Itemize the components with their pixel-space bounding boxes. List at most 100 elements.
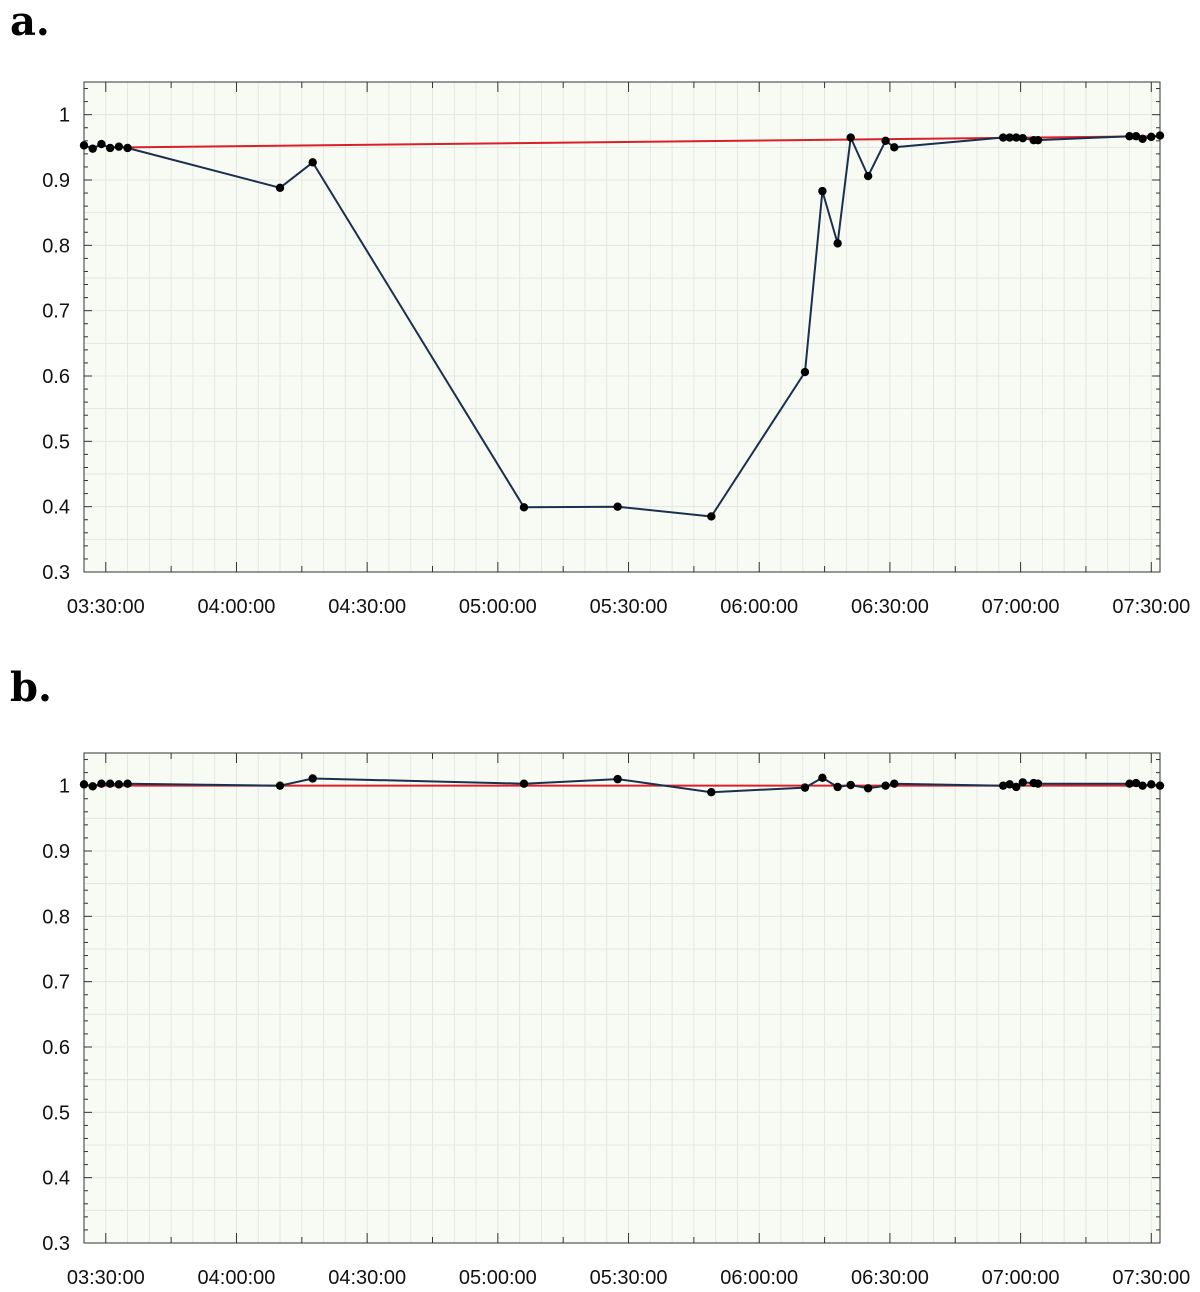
y-tick-label: 0.8 (42, 906, 70, 928)
data-point (308, 158, 317, 167)
y-tick-label: 1 (59, 776, 70, 798)
data-point (890, 779, 899, 788)
y-tick-label: 0.3 (42, 1233, 70, 1255)
data-layer (79, 131, 1165, 521)
data-point (818, 186, 827, 196)
y-tick-label: 0.7 (42, 301, 70, 323)
x-tick-label: 05:30:00 (590, 596, 668, 618)
x-tick-label: 04:30:00 (328, 596, 406, 618)
data-point (998, 133, 1008, 142)
data-point (275, 183, 285, 193)
data-point (1131, 778, 1141, 788)
data-point (1018, 133, 1027, 143)
data-point (114, 142, 124, 151)
data-point (818, 773, 827, 783)
data-point (97, 779, 106, 788)
data-point (998, 781, 1008, 790)
data-point (1138, 134, 1147, 144)
data-point (613, 502, 622, 511)
data-point (863, 171, 873, 181)
data-point (1012, 133, 1021, 142)
data-point (519, 779, 529, 788)
data-point (1033, 135, 1043, 145)
data-point (114, 780, 124, 789)
data-point (97, 139, 106, 149)
y-tick-label: 0.6 (42, 1037, 70, 1059)
data-point (863, 784, 873, 793)
data-point (890, 143, 899, 152)
data-point (123, 779, 132, 788)
y-tick-label: 0.9 (42, 170, 70, 192)
data-point (1155, 781, 1165, 790)
data-point (1033, 779, 1043, 788)
x-tick-label: 07:30:00 (1112, 596, 1190, 618)
data-point (1125, 132, 1134, 141)
data-point (1131, 132, 1141, 141)
data-point (105, 779, 115, 788)
data-point (1005, 133, 1014, 142)
data-point (881, 781, 890, 790)
data-point (275, 781, 285, 790)
plot-frame (83, 752, 1161, 1244)
data-point (1012, 782, 1021, 792)
x-tick-label: 05:30:00 (590, 1267, 668, 1289)
data-point (519, 503, 529, 512)
y-tick-label: 0.7 (42, 972, 70, 994)
y-tick-label: 0.4 (42, 497, 70, 519)
x-tick-label: 07:00:00 (982, 596, 1060, 618)
data-point (800, 783, 810, 792)
ticks (84, 82, 1160, 573)
x-tick-label: 06:00:00 (720, 1267, 798, 1289)
data-point (308, 774, 317, 783)
x-tick-label: 04:00:00 (198, 596, 276, 618)
plot-background (84, 753, 1160, 1243)
x-tick-label: 07:00:00 (982, 1267, 1060, 1289)
data-point (707, 788, 716, 797)
data-point (79, 141, 89, 150)
data-point (79, 780, 89, 789)
data-point (1005, 780, 1014, 789)
data-point (88, 144, 97, 153)
data-point (1138, 781, 1147, 790)
plot-background (84, 82, 1160, 572)
y-tick-label: 1 (59, 105, 70, 127)
x-tick-label: 06:30:00 (851, 596, 929, 618)
data-point (1155, 131, 1165, 140)
y-tick-label: 0.9 (42, 841, 70, 863)
data-point (846, 780, 855, 790)
x-tick-label: 06:30:00 (851, 1267, 929, 1289)
data-point (846, 133, 855, 142)
panel-label-b: b. (10, 664, 52, 711)
y-tick-label: 0.5 (42, 1102, 70, 1124)
y-tick-label: 0.8 (42, 235, 70, 257)
x-tick-label: 04:00:00 (198, 1267, 276, 1289)
data-point (833, 782, 842, 792)
x-tick-label: 06:00:00 (720, 596, 798, 618)
data-point (613, 774, 622, 784)
x-tick-label: 03:30:00 (67, 1267, 145, 1289)
y-tick-label: 0.5 (42, 431, 70, 453)
chart-b: 03:30:00 04:00:00 04:30:00 05:00:00 05:30:00… (42, 752, 1190, 1289)
x-tick-label: 05:00:00 (459, 596, 537, 618)
data-point (833, 239, 842, 248)
plot-frame (83, 81, 1161, 573)
data-layer (79, 773, 1165, 797)
data-point (88, 782, 97, 791)
data-point (800, 367, 810, 377)
data-point (1018, 778, 1027, 787)
data-point (105, 143, 115, 153)
data-point (707, 512, 716, 521)
data-point (123, 143, 132, 153)
y-tick-label: 0.6 (42, 366, 70, 388)
y-tick-label: 0.4 (42, 1168, 70, 1190)
x-tick-label: 05:00:00 (459, 1267, 537, 1289)
panel-label-a: a. (10, 0, 50, 45)
x-tick-label: 07:30:00 (1112, 1267, 1190, 1289)
data-point (1147, 132, 1156, 142)
x-tick-label: 03:30:00 (67, 596, 145, 618)
chart-a: 03:30:00 04:00:00 04:30:00 05:00:00 05:30:00… (42, 81, 1190, 618)
x-tick-label: 04:30:00 (328, 1267, 406, 1289)
y-tick-label: 0.3 (42, 562, 70, 584)
data-point (1125, 779, 1134, 788)
data-point (1147, 780, 1156, 789)
